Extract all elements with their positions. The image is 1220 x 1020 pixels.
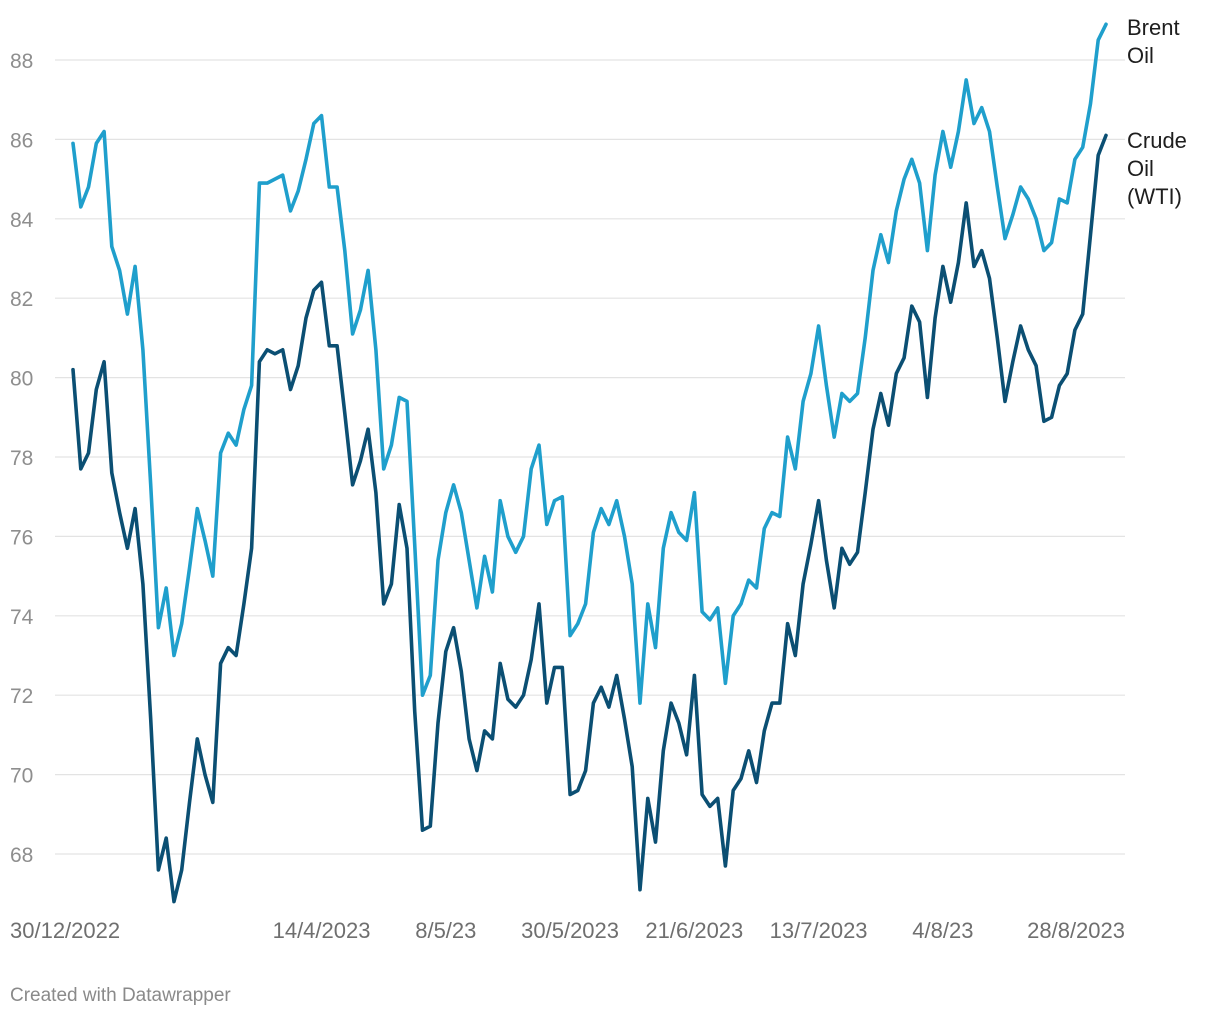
x-tick-label: 30/12/2022 <box>10 918 120 943</box>
x-axis-ticks: 30/12/2022 14/4/2023 8/5/23 30/5/2023 21/6/2… <box>10 918 1125 943</box>
y-tick-label: 70 <box>10 765 33 788</box>
x-tick-label: 13/7/2023 <box>770 918 868 943</box>
series-label-line: Brent <box>1127 15 1180 40</box>
series-label-line: Oil <box>1127 156 1154 181</box>
x-tick-label: 4/8/23 <box>912 918 973 943</box>
datawrapper-credit: Created with Datawrapper <box>10 985 231 1006</box>
y-tick-label: 88 <box>10 50 33 73</box>
series-lines <box>71 22 1108 904</box>
y-tick-label: 86 <box>10 129 33 152</box>
series-label-line: Oil <box>1127 43 1154 68</box>
y-tick-label: 76 <box>10 526 33 549</box>
y-tick-label: 82 <box>10 288 33 311</box>
grid-lines <box>55 59 1125 855</box>
y-tick-label: 68 <box>10 844 33 867</box>
series-line-0 <box>71 22 1108 705</box>
series-label-line: Crude <box>1127 128 1187 153</box>
series-label-1: Crude Oil (WTI) <box>1127 128 1187 209</box>
y-tick-label: 78 <box>10 447 33 470</box>
x-tick-label: 28/8/2023 <box>1027 918 1125 943</box>
series-line-1 <box>71 133 1108 904</box>
x-tick-label: 14/4/2023 <box>273 918 371 943</box>
y-tick-label: 74 <box>10 606 34 629</box>
x-tick-label: 30/5/2023 <box>521 918 619 943</box>
series-label-line: (WTI) <box>1127 184 1182 209</box>
y-tick-label: 84 <box>10 209 34 232</box>
line-chart: 68 70 72 74 76 78 80 82 84 86 88 30/12/2022 14/4/20… <box>10 15 1187 943</box>
series-label-0: Brent Oil <box>1127 15 1180 68</box>
series-labels: Brent Oil Crude Oil (WTI) <box>1127 15 1187 209</box>
x-tick-label: 8/5/23 <box>415 918 476 943</box>
y-tick-label: 80 <box>10 368 33 391</box>
y-tick-label: 72 <box>10 685 33 708</box>
x-tick-label: 21/6/2023 <box>645 918 743 943</box>
y-axis-ticks: 68 70 72 74 76 78 80 82 84 86 88 <box>10 50 34 867</box>
